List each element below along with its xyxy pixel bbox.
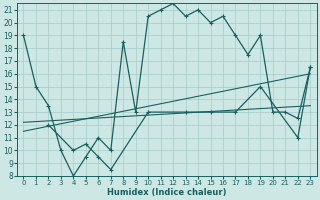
X-axis label: Humidex (Indice chaleur): Humidex (Indice chaleur) [107,188,227,197]
